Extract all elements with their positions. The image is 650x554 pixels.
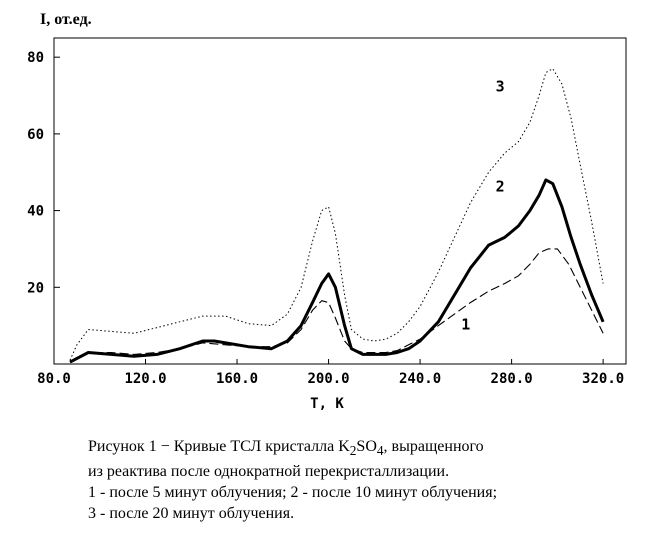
- tsl-chart: I, от.ед. T, K 80.0 120.0 160.0 200.0 240.0 2…: [27, 11, 627, 412]
- figure-caption: Рисунок 1 − Кривые ТСЛ кристалла K2SO4, …: [88, 436, 628, 524]
- curve-label-2: 2: [496, 177, 505, 195]
- x-tick-label: 80.0: [37, 371, 71, 387]
- caption-text-1a: Рисунок 1 − Кривые ТСЛ кристалла K: [88, 438, 350, 455]
- x-tick-label: 200.0: [307, 371, 349, 387]
- x-tick-label: 160.0: [216, 371, 258, 387]
- caption-sub-1: 2: [349, 443, 357, 459]
- x-tick-label: 280.0: [491, 371, 533, 387]
- x-tick-label: 120.0: [124, 371, 166, 387]
- caption-text-1c: , выращенного: [383, 438, 484, 455]
- y-tick-label: 40: [27, 204, 44, 220]
- caption-text-1b: SO: [356, 438, 377, 455]
- series-line-3: [69, 68, 604, 361]
- caption-sub-2: 4: [376, 443, 384, 459]
- curve-labels: 1 2 3: [461, 78, 504, 334]
- caption-line-2: из реактива после однократной перекриста…: [88, 463, 450, 481]
- caption-line-3: 1 - после 5 минут облучения; 2 - после 1…: [88, 484, 498, 502]
- y-tick-label: 60: [27, 127, 44, 143]
- caption-line-1: Рисунок 1 − Кривые ТСЛ кристалла K2SO4, …: [88, 436, 628, 461]
- plot-frame: [53, 37, 627, 365]
- y-tick-label: 20: [27, 280, 44, 296]
- series-line-1: [69, 248, 604, 363]
- x-axis-label: T, K: [310, 396, 344, 412]
- x-tick-label: 240.0: [399, 371, 441, 387]
- caption-line-4: 3 - после 20 минут облучения.: [88, 505, 295, 523]
- x-tick-label: 320.0: [582, 371, 624, 387]
- y-axis-label: I, от.ед.: [40, 11, 92, 28]
- series-group: [69, 68, 605, 364]
- series-line-2: [69, 178, 605, 364]
- curve-label-1: 1: [461, 315, 470, 333]
- curve-label-3: 3: [496, 78, 505, 96]
- axis-ticks: 80.0 120.0 160.0 200.0 240.0 280.0 320.0 20 40 60…: [27, 50, 624, 387]
- y-tick-label: 80: [27, 50, 44, 66]
